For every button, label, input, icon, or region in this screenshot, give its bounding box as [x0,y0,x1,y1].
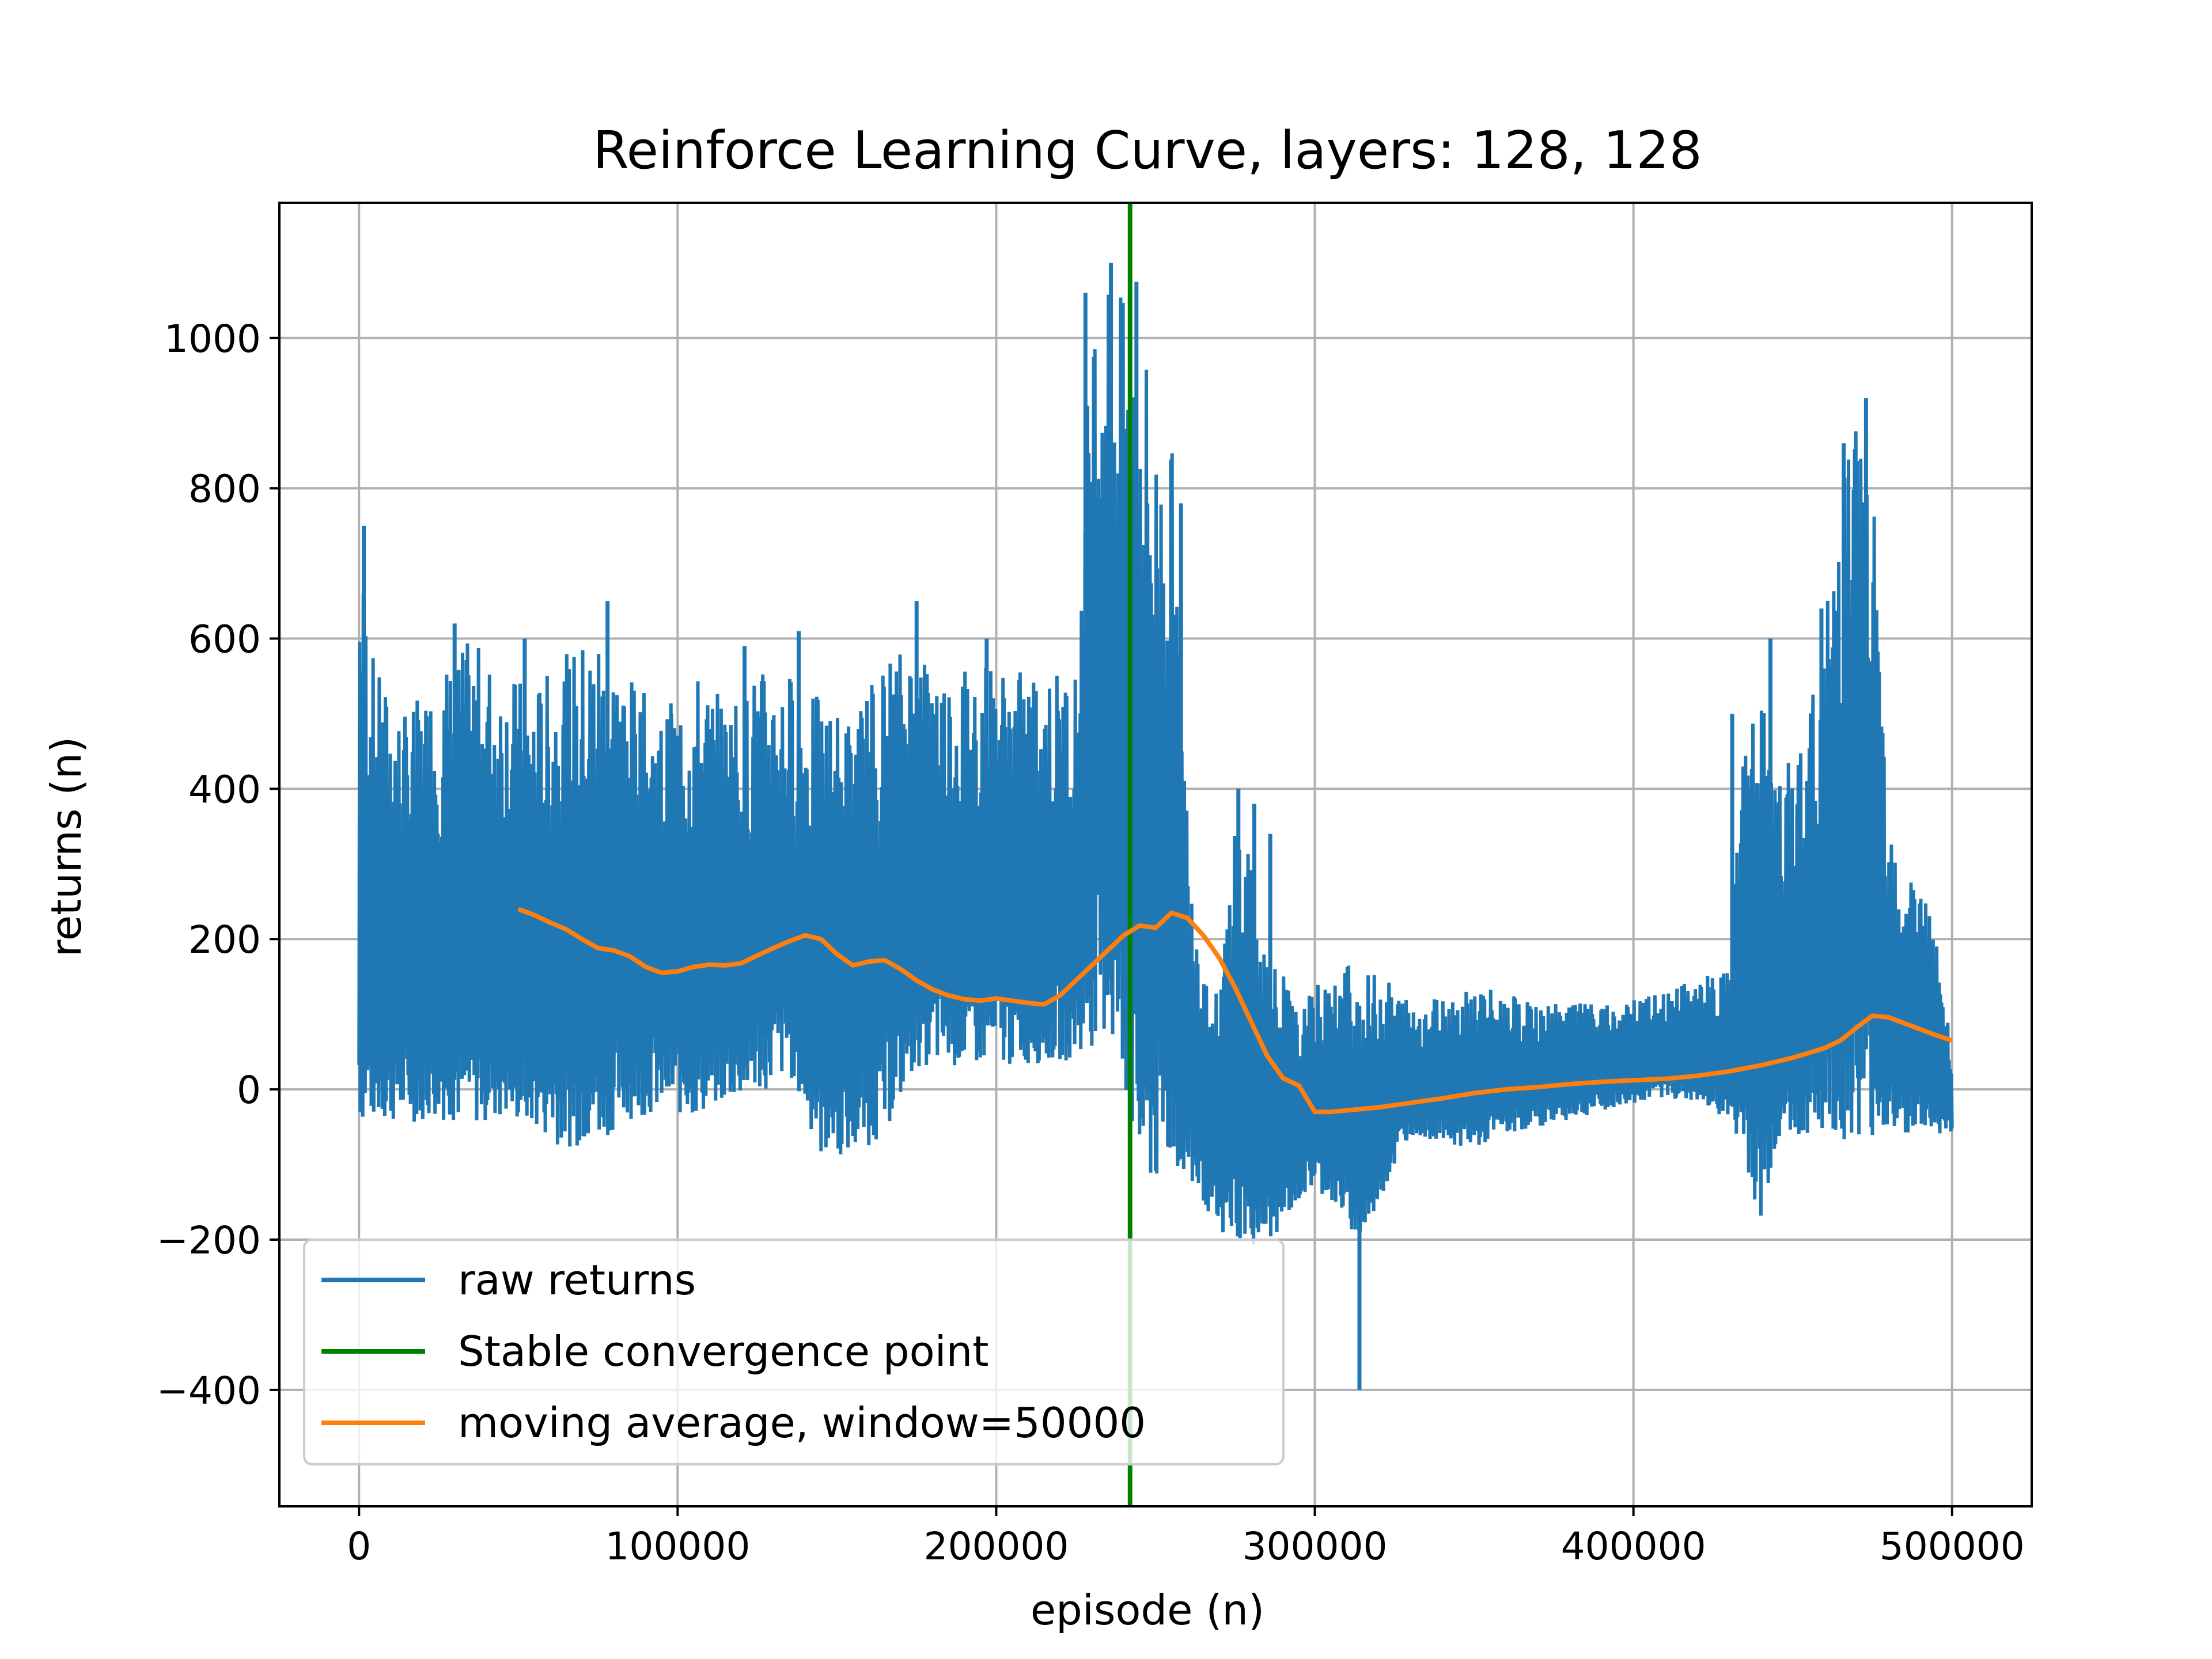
axes-frame [278,202,2033,1508]
legend-label-convergence: Stable convergence point [458,1327,988,1376]
legend: raw returns Stable convergence point mov… [303,1238,1285,1465]
y-tick-label-7: 1000 [164,317,261,361]
x-tick-label-0: 0 [347,1524,371,1569]
y-tick-label-4: 400 [188,767,261,812]
y-tick-label-2: 0 [237,1068,261,1112]
y-tick-label-3: 200 [188,918,261,962]
raw-returns-line [357,294,1954,1245]
y-tick-label-6: 800 [188,467,261,512]
x-tick-label-1: 100000 [605,1524,750,1569]
y-axis-ticks: −400 −200 0 200 400 600 800 1000 [157,317,279,1413]
x-tick-label-2: 200000 [923,1524,1069,1569]
x-tick-label-4: 400000 [1561,1524,1706,1569]
legend-box [303,1238,1285,1465]
x-tick-label-5: 500000 [1880,1524,2025,1569]
plot-area [357,203,1954,1506]
moving-average-line [517,907,1953,1115]
x-axis-ticks: 0 100000 200000 300000 400000 500000 [347,1506,2025,1569]
chart-title: Reinforce Learning Curve, layers: 128, 1… [593,120,1702,181]
legend-label-moving-average: moving average, window=50000 [458,1399,1146,1447]
x-axis-label: episode (n) [1031,1586,1264,1634]
x-tick-label-3: 300000 [1243,1524,1388,1569]
y-tick-label-0: −400 [157,1369,261,1413]
y-axis-label: returns (n) [42,737,90,957]
y-tick-label-1: −200 [157,1218,261,1263]
legend-label-raw-returns: raw returns [458,1256,696,1304]
y-tick-label-5: 600 [188,618,261,662]
